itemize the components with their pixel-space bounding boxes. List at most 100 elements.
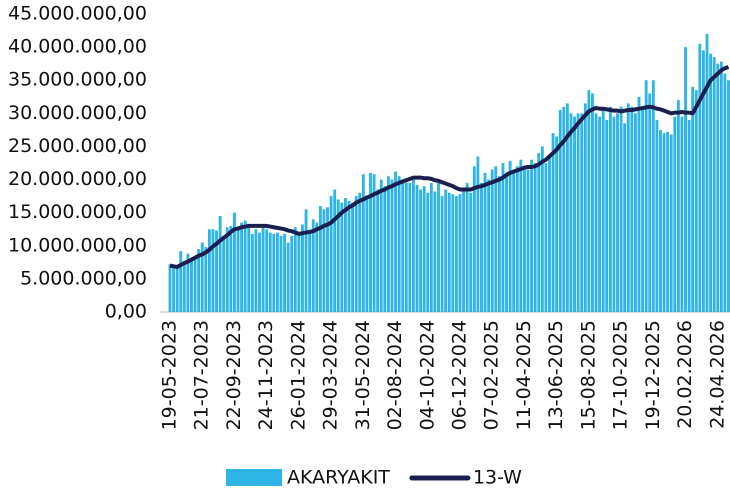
- bar: [458, 194, 462, 312]
- bar: [247, 224, 251, 312]
- bar: [698, 43, 702, 313]
- bar: [551, 133, 555, 312]
- bar: [401, 179, 405, 312]
- bar: [204, 247, 208, 312]
- bar: [601, 110, 605, 313]
- x-tick-label: 19-05-2023: [159, 320, 181, 430]
- bar: [594, 113, 598, 312]
- bar: [462, 189, 466, 312]
- bar: [487, 179, 491, 312]
- x-tick-label: 02-08-2024: [384, 320, 406, 430]
- bar: [200, 242, 204, 312]
- bar: [376, 189, 380, 312]
- bar: [268, 232, 272, 312]
- bar: [540, 146, 544, 312]
- x-tick-label: 21-07-2023: [191, 320, 213, 430]
- bar: [340, 202, 344, 312]
- bar: [687, 119, 691, 312]
- bar: [587, 90, 591, 313]
- bar: [555, 136, 559, 312]
- bar: [659, 129, 662, 312]
- bar: [240, 222, 244, 312]
- bar: [426, 192, 430, 312]
- x-tick-label: 13-06-2025: [545, 320, 567, 430]
- bar: [633, 113, 637, 312]
- bar: [186, 253, 190, 312]
- bar: [644, 80, 648, 312]
- x-tick-label: 24-11-2023: [255, 320, 277, 430]
- bar: [193, 255, 197, 312]
- bar: [558, 110, 562, 313]
- bar: [222, 235, 226, 312]
- bar: [179, 251, 183, 312]
- x-tick-label: 19-12-2025: [642, 320, 664, 430]
- bar: [408, 182, 412, 312]
- bar: [379, 179, 383, 312]
- bar: [275, 232, 279, 312]
- x-tick-label: 20.02.2026: [674, 320, 696, 429]
- bar: [684, 47, 687, 312]
- bar: [444, 189, 448, 312]
- y-tick-label: 40.000.000,00: [8, 36, 147, 58]
- bar: [354, 196, 358, 312]
- bar: [480, 182, 483, 312]
- line: [169, 65, 730, 269]
- x-tick-label: 31-05-2024: [352, 320, 374, 430]
- bar: [261, 225, 265, 312]
- bar: [530, 159, 534, 312]
- bar: [404, 182, 408, 312]
- bar: [476, 156, 480, 312]
- x-tick-label: 07-02-2025: [481, 320, 503, 430]
- bar: [512, 169, 516, 312]
- bar: [608, 106, 612, 312]
- y-tick-label: 5.000.000,00: [20, 267, 147, 289]
- bar: [390, 179, 394, 312]
- bar: [308, 232, 312, 312]
- bar: [626, 103, 630, 313]
- bar: [182, 262, 186, 312]
- bar: [397, 176, 401, 312]
- bar: [301, 224, 304, 312]
- bar: [669, 134, 673, 312]
- bar: [591, 93, 594, 312]
- bar: [172, 266, 176, 312]
- bar: [351, 202, 355, 312]
- bar: [544, 163, 548, 312]
- y-tick-label: 0,00: [105, 301, 147, 323]
- bar: [705, 33, 709, 312]
- bar: [394, 171, 397, 312]
- bar: [483, 172, 487, 312]
- bar: [712, 57, 716, 312]
- x-tick-label: 29-03-2024: [320, 320, 342, 430]
- bar: [386, 176, 390, 312]
- bar: [666, 131, 670, 312]
- bar: [243, 220, 247, 312]
- bar: [358, 192, 362, 312]
- bar: [673, 116, 677, 313]
- bar: [472, 166, 476, 312]
- bar: [580, 113, 584, 312]
- bar: [236, 229, 240, 312]
- x-tick-label: 04-10-2024: [416, 320, 438, 430]
- bar: [490, 169, 494, 312]
- x-tick-label: 22-09-2023: [223, 320, 245, 430]
- bar: [655, 119, 659, 312]
- bar: [641, 106, 645, 312]
- bar: [272, 233, 276, 312]
- bar: [197, 249, 201, 312]
- bar: [562, 106, 566, 312]
- x-tick-label: 26-01-2024: [287, 320, 309, 430]
- bar: [723, 73, 727, 312]
- bar: [497, 176, 501, 312]
- bar: [605, 119, 609, 312]
- bar: [680, 116, 684, 313]
- bar: [336, 199, 340, 312]
- bar: [569, 113, 573, 312]
- x-tick-label: 15-08-2025: [577, 320, 599, 430]
- bar: [258, 232, 261, 312]
- bar: [233, 212, 236, 312]
- bar: [533, 163, 537, 312]
- bar: [447, 192, 451, 312]
- bar: [619, 106, 623, 312]
- y-tick-label: 45.000.000,00: [8, 3, 147, 25]
